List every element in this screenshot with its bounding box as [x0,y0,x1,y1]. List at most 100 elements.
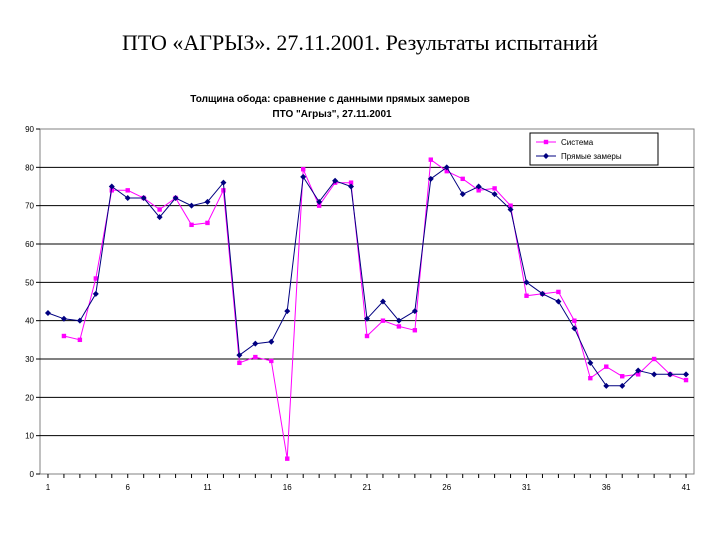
data-point [252,340,259,347]
legend-swatch-marker [543,139,549,145]
y-tick-label: 0 [30,470,35,479]
data-point [651,356,657,362]
y-tick-label: 60 [25,240,34,249]
legend-box [529,132,659,166]
data-point [508,203,513,208]
data-point [316,198,323,205]
data-point [156,214,163,221]
data-point [253,354,258,360]
y-tick-label: 70 [25,202,34,211]
y-tick-label: 80 [25,163,34,172]
data-point [443,164,450,171]
data-point [572,318,577,323]
y-tick-label: 50 [25,278,34,287]
data-point [523,279,530,286]
legend: Система Прямые замеры [529,132,659,166]
series-line [63,158,687,459]
data-point [172,195,179,201]
x-tick-label: 6 [126,483,131,492]
data-point [269,358,274,364]
data-point [364,333,370,339]
legend-swatch-marker [543,153,549,159]
data-point [364,315,370,322]
data-point [556,289,561,295]
data-point [651,371,658,378]
y-tick-label: 30 [25,355,34,364]
data-point [395,317,402,324]
data-point [539,290,546,297]
data-point [124,195,131,201]
data-point [92,290,99,297]
x-tick-label: 26 [442,483,451,492]
data-point [236,352,243,359]
x-tick-label: 41 [682,483,691,492]
data-point [459,191,466,198]
data-point [316,203,322,208]
x-tick-label: 36 [602,483,611,492]
data-point [620,374,625,379]
legend-label: Прямые замеры [561,152,622,161]
data-point [683,377,689,383]
data-point [189,222,194,228]
y-tick-label: 10 [25,432,34,441]
data-point [140,195,147,201]
data-point [460,176,465,182]
data-point [444,168,449,174]
data-point [412,328,418,333]
data-point [188,202,195,209]
data-point [555,298,562,305]
data-point [61,333,67,339]
data-point [44,310,51,316]
data-point [683,371,690,378]
y-tick-label: 20 [25,393,34,402]
data-point [77,337,83,343]
data-point [571,325,578,332]
data-point [237,360,242,366]
chart-title-line2: ПТО "Агрыз", 27.11.2001 [272,109,392,120]
x-tick-label: 16 [283,483,292,492]
data-point [300,173,307,180]
data-point [635,367,642,374]
data-point [411,308,418,315]
data-point [603,382,610,389]
y-tick-label: 90 [25,125,34,134]
legend-label: Система [561,138,594,147]
data-point [108,183,115,190]
y-tick-label: 40 [25,317,34,326]
data-point [348,180,354,185]
data-point [109,188,114,193]
data-point [507,206,514,213]
data-point [379,298,386,305]
x-tick-label: 11 [203,483,212,492]
data-point [492,186,497,191]
data-point [332,177,339,184]
data-point [205,220,210,226]
data-point [396,324,402,329]
data-point [125,188,130,193]
data-point [284,308,291,315]
series-layer [44,157,690,461]
data-point [60,315,67,322]
data-point [524,293,529,298]
data-point [76,317,83,324]
series-2 [44,164,690,389]
data-point [427,175,434,182]
data-point [348,183,355,190]
data-point [221,188,226,193]
data-point [587,359,594,366]
data-point [285,456,290,461]
data-point [667,371,674,378]
x-tick-label: 21 [363,483,372,492]
data-point [380,318,386,323]
data-point [268,338,275,345]
slide-title: ПТО «АГРЫЗ». 27.11.2001. Результаты испы… [121,30,599,55]
x-tick-label: 31 [522,483,531,492]
data-point [476,188,481,193]
plot-area [39,128,695,475]
data-point [204,198,211,205]
x-tick-label: 1 [46,483,51,492]
chart-title-line1: Толщина обода: сравнение с данными прямы… [190,93,470,105]
data-point [619,382,626,389]
